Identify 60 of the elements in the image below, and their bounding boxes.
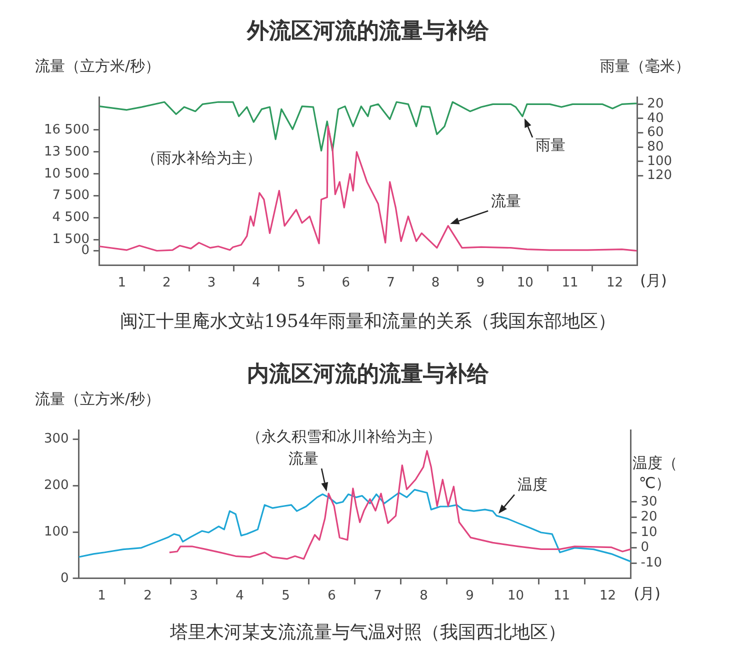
x-tick-label: 7 [386,276,395,291]
x-tick-label: 1 [118,276,126,291]
y2-tick-label: 80 [647,140,664,155]
x-tick-label: 6 [342,276,350,291]
x-tick-label: 11 [562,276,578,291]
y-axis-title: 流量（立方米/秒） [35,56,160,75]
series-label: 雨量 [535,136,566,154]
x-tick-label: 10 [516,276,534,291]
y2-tick-label: -10 [640,555,662,570]
y-tick-label: 16 500 [44,122,90,138]
x-axis-title: (月) [634,584,660,602]
y-tick-label: 200 [44,478,69,494]
y-tick-label: 300 [44,432,69,447]
y-tick-label: 7 500 [52,188,90,204]
x-tick-label: 10 [508,588,524,604]
x-tick-label: 2 [162,276,171,291]
y2-tick-label: 20 [640,510,658,525]
y2-tick-label: 60 [647,125,664,140]
y-axis-title: 流量（立方米/秒） [35,390,160,408]
x-tick-label: 12 [606,276,624,291]
text: 塔里木河某支流流量与气温对照（我国西北地区） [169,621,567,645]
x-tick-label: 9 [466,588,474,604]
x-tick-label: 8 [420,588,428,604]
y2-tick-label: 20 [647,96,664,112]
x-tick-label: 3 [190,588,198,604]
y-tick-label: 100 [44,524,69,540]
annotation: （雨水补给为主） [142,149,262,168]
annotation: （永久积雪和冰川补给为主） [246,427,442,446]
series-label: 温度 [517,476,548,494]
text: 流量 [491,192,522,210]
y2-tick-label: 40 [647,110,664,126]
series-label: 流量 [288,449,319,468]
x-tick-label: 4 [252,276,260,291]
y2-axis-title: 雨量（毫米） [600,56,690,75]
x-tick-label: 3 [207,276,216,291]
x-tick-label: 5 [282,588,290,604]
x-tick-label: 12 [599,588,616,604]
x-tick-label: 9 [476,276,484,291]
x-tick-label: 2 [144,588,152,604]
x-tick-label: 7 [374,588,382,604]
text: 闽江十里庵水文站1954年雨量和流量的关系（我国东部地区） [119,310,617,334]
y-tick-label: 13 500 [44,144,90,160]
x-axis-title: (月) [640,271,667,290]
x-tick-label: 11 [554,588,570,604]
x-tick-label: 1 [98,588,106,604]
x-tick-label: 8 [431,276,440,291]
x-tick-label: 4 [236,588,244,604]
y2-tick-label: 100 [647,154,672,169]
y2-axis-title: 温度（℃） [632,454,678,492]
chart-title: 外流区河流的流量与补给 [246,18,490,46]
y-tick-label: 10 500 [44,166,90,182]
x-tick-label: 6 [328,588,336,604]
y-tick-label: 4 500 [52,210,90,226]
y2-tick-label: 0 [640,540,650,556]
y2-tick-label: 10 [640,524,658,540]
y-tick-label: 0 [60,570,69,586]
chart-title: 内流区河流的流量与补给 [246,360,490,389]
y2-tick-label: 120 [647,168,672,184]
x-tick-label: 5 [296,276,306,291]
y2-tick-label: 30 [640,494,658,510]
